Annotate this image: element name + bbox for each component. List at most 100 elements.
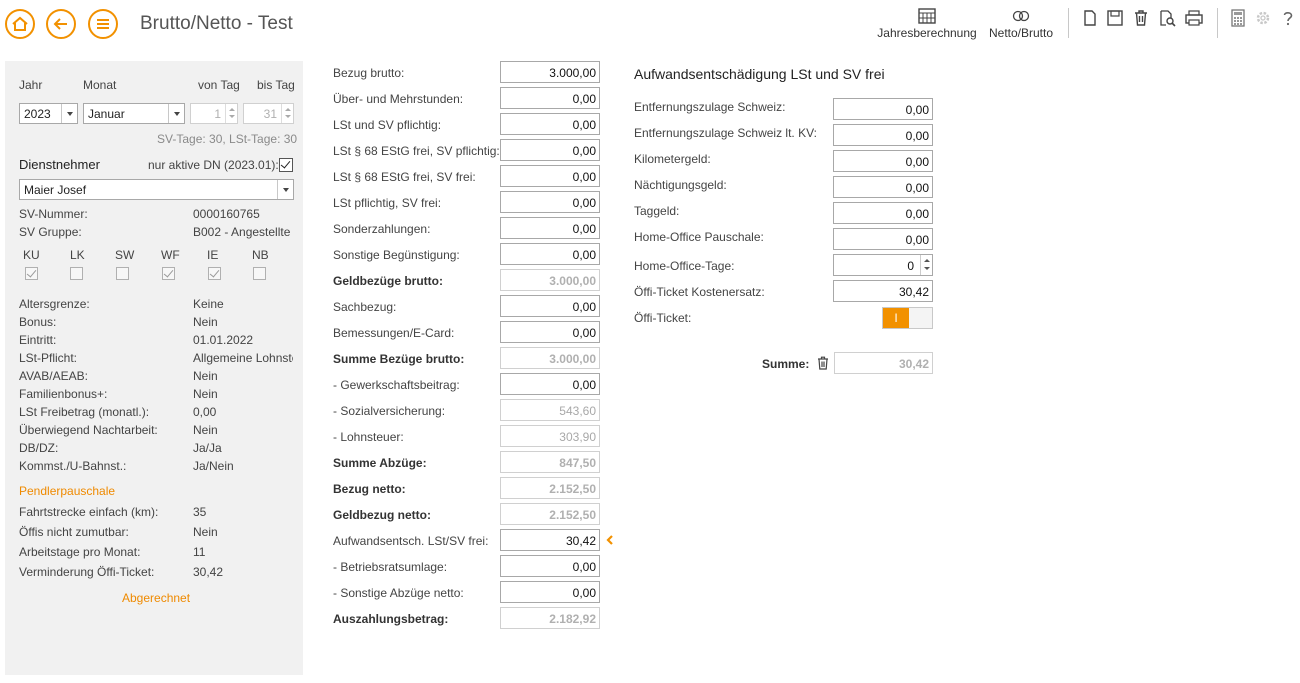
info-value: 01.01.2022: [193, 333, 254, 347]
field-label: Home-Office-Tage:: [634, 259, 735, 273]
lst68-sv-pflichtig-input[interactable]: 0,00: [500, 139, 600, 161]
sachbezug-input[interactable]: 0,00: [500, 295, 600, 317]
jahr-select[interactable]: 2023: [19, 103, 78, 124]
info-label: LSt-Pflicht:: [19, 351, 78, 365]
bezug-brutto-input[interactable]: 3.000,00: [500, 61, 600, 83]
info-value: Ja/Ja: [193, 441, 222, 455]
stepper-arrows-icon[interactable]: [920, 255, 932, 275]
kilometergeld-input[interactable]: 0,00: [833, 150, 933, 172]
home-button[interactable]: [5, 9, 35, 39]
field-label: Bezug brutto:: [333, 66, 405, 80]
toolbar-divider: [1068, 8, 1069, 38]
pendler-label: Fahrtstrecke einfach (km):: [19, 505, 159, 519]
entfernungszulage-input[interactable]: 0,00: [833, 98, 933, 120]
page-title: Brutto/Netto - Test: [140, 13, 293, 34]
flag-wf-label: WF: [161, 248, 180, 262]
flag-nb-checkbox: [253, 267, 266, 280]
nur-aktive-checkbox[interactable]: [279, 158, 293, 172]
info-value: Nein: [193, 369, 218, 383]
lst68-sv-frei-input[interactable]: 0,00: [500, 165, 600, 187]
flag-lk-label: LK: [70, 248, 85, 262]
aufwandsentsch-input[interactable]: 30,42: [500, 529, 600, 551]
jahresberechnung-label: Jahresberechnung: [877, 26, 977, 40]
chevron-down-icon: [168, 104, 184, 123]
field-label: Öffi-Ticket Kostenersatz:: [634, 285, 765, 299]
delete-icon[interactable]: [1132, 9, 1150, 27]
help-icon[interactable]: [1279, 9, 1297, 27]
pendler-value: 30,42: [193, 565, 224, 579]
sv-gruppe-value: B002 - Angestellte: [193, 225, 291, 239]
pendler-value: 35: [193, 505, 207, 519]
entfernungszulage-kv-input[interactable]: 0,00: [833, 124, 933, 146]
oeffi-ticket-label: Öffi-Ticket:: [634, 311, 692, 325]
gewerkschaftsbeitrag-input[interactable]: 0,00: [500, 373, 600, 395]
back-button[interactable]: [46, 9, 76, 39]
field-label: LSt und SV pflichtig:: [333, 118, 442, 132]
flag-ku-checkbox: [25, 267, 38, 280]
field-label: Über- und Mehrstunden:: [333, 92, 464, 106]
employee-panel: [5, 61, 303, 675]
pendler-value: 11: [193, 545, 206, 559]
sv-gruppe-label: SV Gruppe:: [19, 225, 82, 239]
save-icon[interactable]: [1106, 9, 1124, 27]
info-label: Eintritt:: [19, 333, 57, 347]
chevron-left-icon[interactable]: [605, 535, 615, 545]
trash-icon[interactable]: [817, 356, 829, 370]
calculator-icon[interactable]: [1229, 9, 1247, 27]
field-label: Bezug netto:: [333, 482, 406, 496]
info-value: Keine: [193, 297, 224, 311]
netto-brutto-button[interactable]: Netto/Brutto: [984, 8, 1058, 40]
home-office-tage-stepper[interactable]: 0: [833, 254, 933, 276]
naechtigungsgeld-input[interactable]: 0,00: [833, 176, 933, 198]
dienstnehmer-label: Dienstnehmer: [19, 157, 100, 172]
convert-icon: [1012, 10, 1030, 22]
print-icon[interactable]: [1184, 9, 1204, 27]
jahr-label: Jahr: [19, 78, 43, 92]
toolbar-divider-2: [1217, 8, 1218, 38]
lst-sv-pflichtig-input[interactable]: 0,00: [500, 113, 600, 135]
pendler-label: Verminderung Öffi-Ticket:: [19, 565, 155, 579]
field-label: Nächtigungsgeld:: [634, 178, 727, 192]
info-value: Ja/Nein: [193, 459, 234, 473]
sonderzahlungen-input[interactable]: 0,00: [500, 217, 600, 239]
jahresberechnung-button[interactable]: Jahresberechnung: [876, 8, 978, 40]
field-label: LSt pflichtig, SV frei:: [333, 196, 442, 210]
arrow-left-icon: [53, 18, 67, 30]
von-tag-value: 1: [214, 107, 221, 121]
betriebsratsumlage-input[interactable]: 0,00: [500, 555, 600, 577]
settings-icon[interactable]: [1254, 9, 1272, 27]
new-document-icon[interactable]: [1081, 9, 1099, 27]
search-document-icon[interactable]: [1158, 9, 1176, 27]
home-office-pauschale-input[interactable]: 0,00: [833, 228, 933, 250]
flag-nb-label: NB: [252, 248, 269, 262]
jahr-value: 2023: [24, 107, 51, 121]
dienstnehmer-select[interactable]: Maier Josef: [19, 179, 294, 200]
monat-select[interactable]: Januar: [83, 103, 185, 124]
info-label: Überwiegend Nachtarbeit:: [19, 423, 158, 437]
field-label: Geldbezüge brutto:: [333, 274, 443, 288]
field-label: Kilometergeld:: [634, 152, 711, 166]
field-label: Summe Abzüge:: [333, 456, 427, 470]
field-label: Summe Bezüge brutto:: [333, 352, 465, 366]
info-value: Nein: [193, 315, 218, 329]
lohnsteuer-value: 303,90: [500, 425, 600, 447]
bemessungen-input[interactable]: 0,00: [500, 321, 600, 343]
sonstige-beguenstigung-input[interactable]: 0,00: [500, 243, 600, 265]
flag-lk-checkbox: [70, 267, 83, 280]
lst-pflichtig-sv-frei-input[interactable]: 0,00: [500, 191, 600, 213]
info-label: Familienbonus+:: [19, 387, 108, 401]
field-label: - Sonstige Abzüge netto:: [333, 586, 464, 600]
oeffi-ticket-toggle[interactable]: I: [882, 307, 933, 329]
geldbezug-netto-value: 2.152,50: [500, 503, 600, 525]
menu-button[interactable]: [88, 9, 118, 39]
sonstige-abzuege-input[interactable]: 0,00: [500, 581, 600, 603]
geldbezuege-brutto-value: 3.000,00: [500, 269, 600, 291]
taggeld-input[interactable]: 0,00: [833, 202, 933, 224]
oeffi-ticket-kostenersatz-input[interactable]: 30,42: [833, 280, 933, 302]
abgerechnet-status: Abgerechnet: [122, 591, 191, 605]
field-label: - Sozialversicherung:: [333, 404, 446, 418]
toggle-on-indicator: I: [883, 308, 909, 328]
field-label: Sonderzahlungen:: [333, 222, 431, 236]
ueberstunden-input[interactable]: 0,00: [500, 87, 600, 109]
info-value: Allgemeine Lohnste: [193, 351, 293, 365]
